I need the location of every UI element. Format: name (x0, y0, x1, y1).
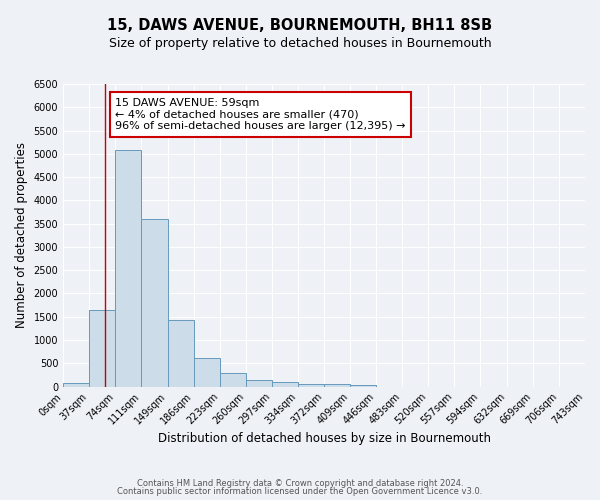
Bar (89, 310, 115, 386)
Bar (246, 380, 272, 386)
Bar (141, 219, 168, 386)
Bar (272, 382, 298, 386)
Bar (298, 384, 325, 386)
Bar (325, 384, 350, 386)
Text: 15, DAWS AVENUE, BOURNEMOUTH, BH11 8SB: 15, DAWS AVENUE, BOURNEMOUTH, BH11 8SB (107, 18, 493, 32)
Text: Size of property relative to detached houses in Bournemouth: Size of property relative to detached ho… (109, 38, 491, 51)
Text: 15 DAWS AVENUE: 59sqm
← 4% of detached houses are smaller (470)
96% of semi-deta: 15 DAWS AVENUE: 59sqm ← 4% of detached h… (115, 98, 406, 131)
Bar (63, 383, 89, 386)
Bar (220, 372, 246, 386)
Text: Contains HM Land Registry data © Crown copyright and database right 2024.: Contains HM Land Registry data © Crown c… (137, 478, 463, 488)
Y-axis label: Number of detached properties: Number of detached properties (15, 142, 28, 328)
Bar (194, 358, 220, 386)
X-axis label: Distribution of detached houses by size in Bournemouth: Distribution of detached houses by size … (158, 432, 491, 445)
Text: Contains public sector information licensed under the Open Government Licence v3: Contains public sector information licen… (118, 488, 482, 496)
Bar (115, 150, 141, 386)
Bar (168, 320, 194, 386)
Bar (350, 384, 376, 386)
